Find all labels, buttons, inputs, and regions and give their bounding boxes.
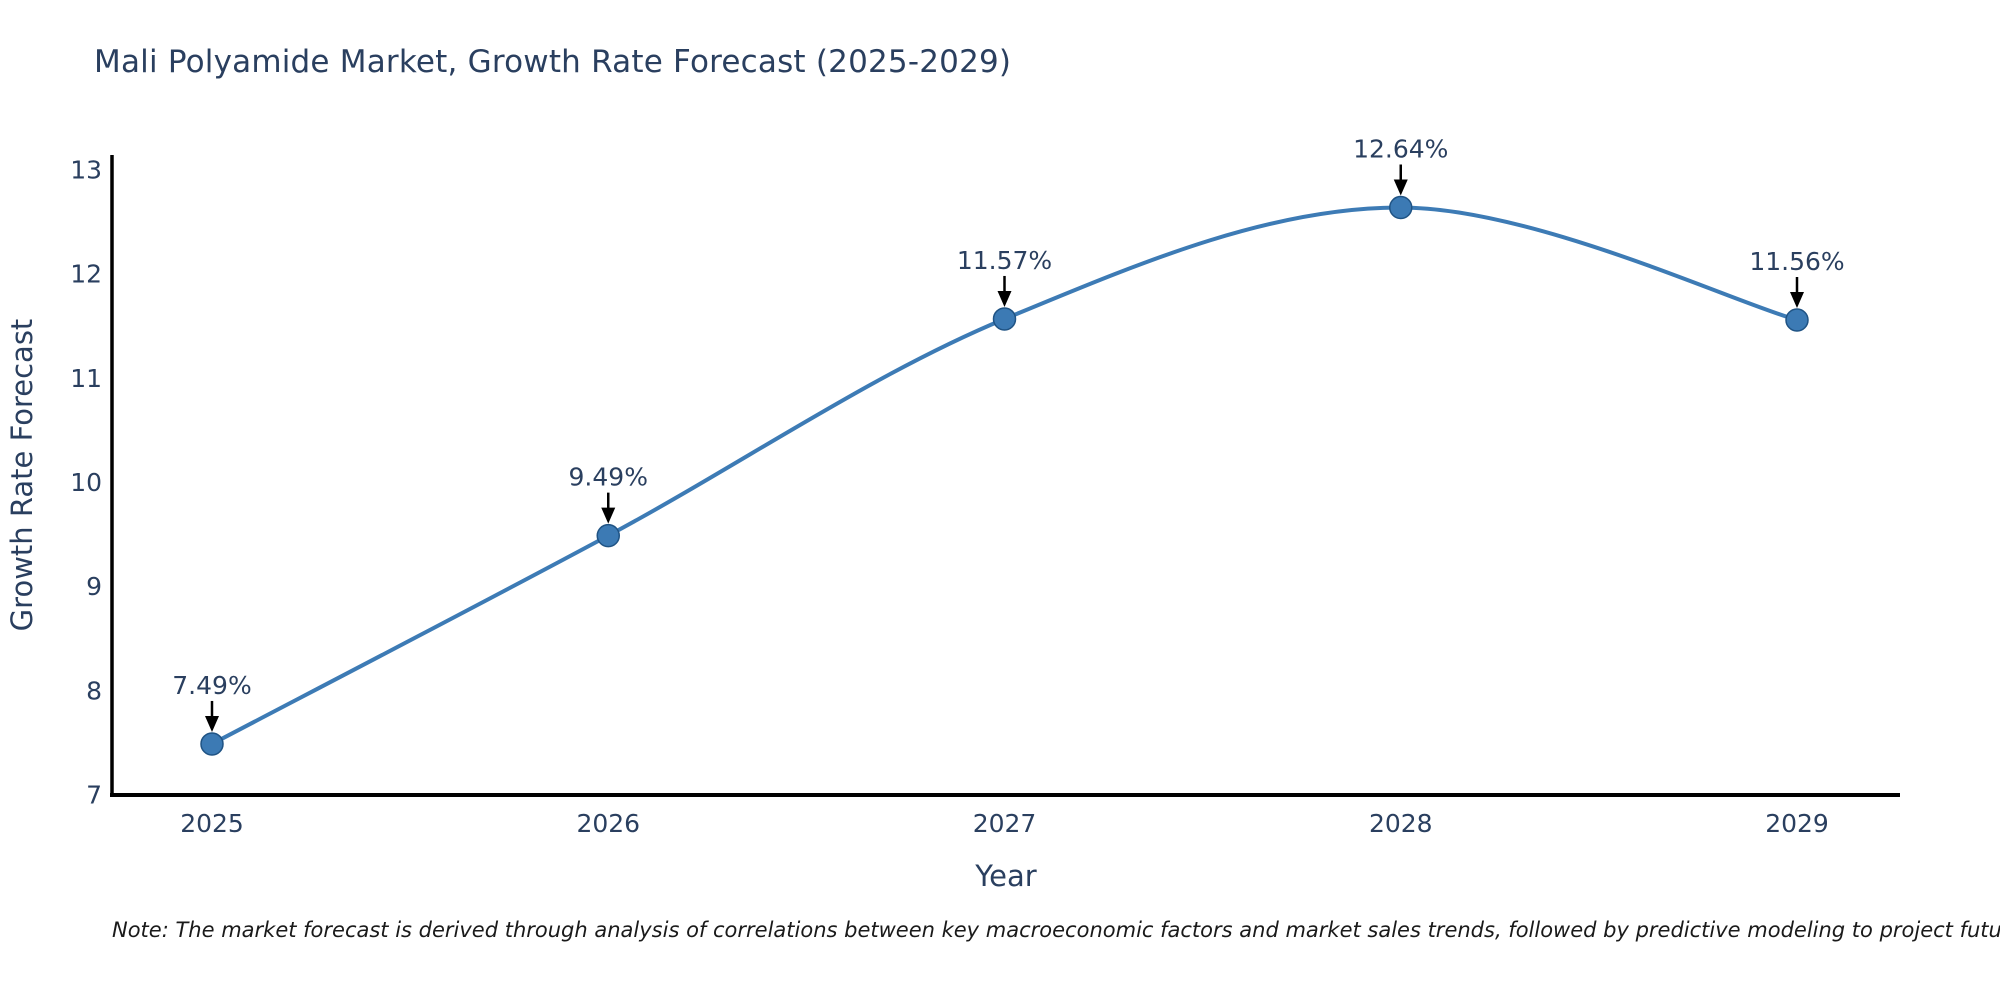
annotation-arrowhead-icon — [997, 290, 1012, 307]
x-tick-label: 2025 — [180, 809, 244, 838]
line-series — [200, 195, 1809, 756]
annotation-arrowhead-icon — [1393, 179, 1408, 196]
data-point-marker[interactable] — [596, 523, 620, 548]
data-point-marker[interactable] — [1389, 195, 1413, 220]
data-point-marker[interactable] — [1785, 308, 1809, 332]
x-axis-title: Year — [974, 859, 1036, 893]
x-tick-label: 2026 — [576, 809, 640, 838]
y-tick-label: 8 — [86, 676, 102, 705]
plot-area[interactable] — [112, 155, 1900, 795]
annotation-arrowhead-icon — [205, 715, 219, 732]
x-tick-label: 2027 — [973, 809, 1037, 838]
y-tick-label: 9 — [86, 572, 102, 601]
point-value-label: 9.49% — [569, 463, 648, 492]
axes: 7 8 9 10 11 12 13 2025 2026 2027 2028 2029 Year Growt… — [5, 155, 1900, 893]
point-annotations: 7.49% 9.49% 11.57% 12.64% 11.56% — [172, 135, 1845, 732]
x-tick-label: 2029 — [1765, 809, 1829, 838]
chart-title: Mali Polyamide Market, Growth Rate Forec… — [94, 44, 1012, 80]
y-tick-label: 11 — [70, 364, 102, 393]
y-tick-label: 7 — [86, 781, 102, 810]
annotation-arrowhead-icon — [1790, 292, 1804, 308]
y-tick-label: 12 — [70, 260, 102, 289]
x-tick-label: 2028 — [1369, 809, 1433, 838]
footnote: Note: The market forecast is derived thr… — [112, 918, 2000, 942]
point-value-label: 7.49% — [172, 671, 251, 700]
annotation-arrowhead-icon — [601, 507, 616, 524]
data-point-marker[interactable] — [992, 307, 1017, 331]
y-axis-title: Growth Rate Forecast — [5, 319, 39, 632]
point-value-label: 11.56% — [1749, 247, 1844, 276]
y-tick-label: 13 — [70, 156, 102, 185]
point-value-label: 12.64% — [1353, 135, 1448, 164]
plot-background[interactable] — [112, 155, 1900, 795]
point-value-label: 11.57% — [957, 246, 1052, 275]
y-tick-label: 10 — [70, 468, 102, 497]
data-point-marker[interactable] — [200, 732, 224, 756]
